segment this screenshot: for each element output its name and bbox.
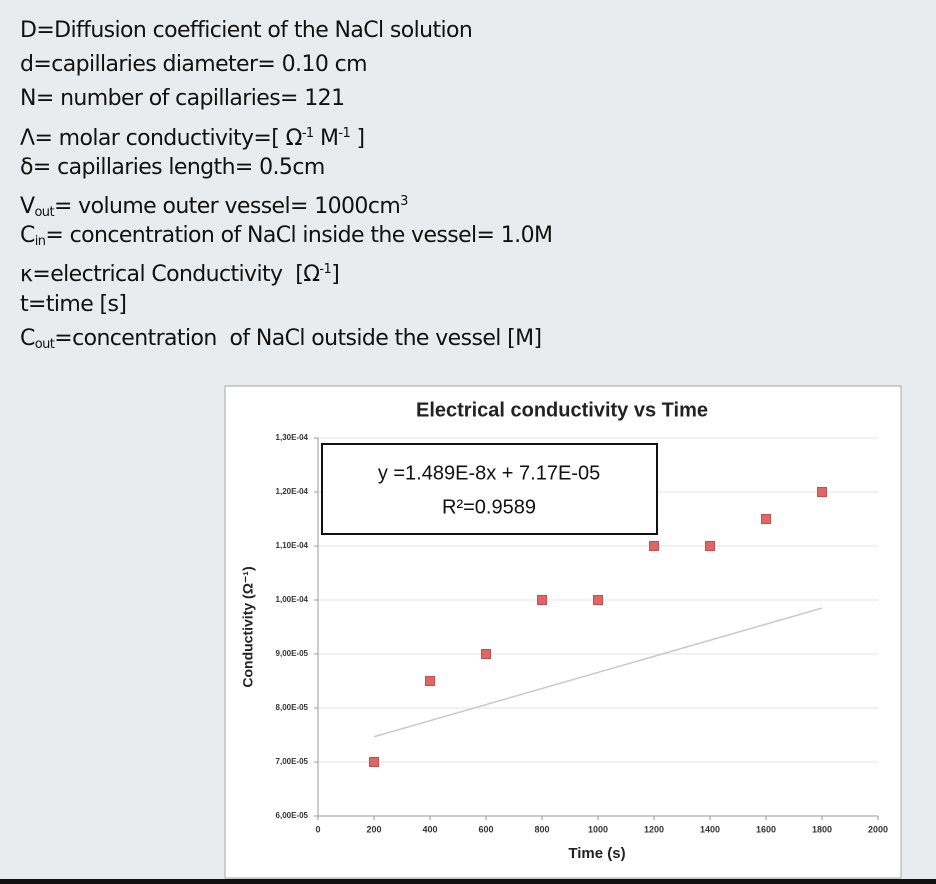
definition-text: κ=electrical Conductivity [Ω (20, 262, 320, 288)
definition-text: C (20, 325, 35, 351)
x-tick-label: 800 (534, 824, 549, 834)
x-axis-label: Time (s) (568, 845, 625, 862)
definition-sub: out (34, 204, 54, 220)
definition-text: C (20, 223, 35, 249)
definition-line: t=time [s] (20, 288, 552, 322)
x-tick-label: 1200 (644, 824, 664, 834)
x-tick-label: 600 (478, 824, 493, 834)
definition-text: d=capillaries diameter= 0.10 cm (20, 52, 368, 78)
point (705, 541, 715, 551)
definition-text: =concentration of NaCl outside the vesse… (54, 325, 542, 351)
point (593, 595, 603, 605)
y-axis-label: Conductivity (Ω⁻¹) (240, 566, 256, 687)
x-tick-label: 1600 (756, 824, 776, 834)
point (537, 595, 547, 605)
definition-line: Λ= molar conductivity=[ Ω-1 M-1 ] (20, 117, 552, 151)
y-tick-label: 6,00E-05 (276, 811, 309, 820)
point (761, 514, 771, 524)
definition-line: δ= capillaries length= 0.5cm (20, 151, 552, 185)
definition-sup: -1 (301, 125, 314, 141)
definition-line: Vout= volume outer vessel= 1000cm3 (20, 185, 552, 220)
definition-text: M (313, 125, 339, 151)
equation: y =1.489E-8x + 7.17E-05 (378, 462, 600, 484)
y-tick-label: 1,20E-04 (276, 487, 309, 496)
y-tick-label: 8,00E-05 (276, 703, 309, 712)
x-tick-label: 1800 (812, 824, 832, 834)
definition-line: Cout=concentration of NaCl outside the v… (20, 322, 552, 356)
definition-text: δ= capillaries length= 0.5cm (20, 154, 325, 180)
definition-sup: -1 (319, 262, 332, 278)
equation-box (321, 443, 658, 535)
definition-text: ] (350, 125, 366, 151)
definition-text: V (20, 193, 35, 219)
trendline (373, 607, 823, 738)
definition-text: = volume outer vessel= 1000cm (53, 193, 401, 219)
x-tick-label: 1400 (700, 824, 720, 834)
y-tick-label: 1,30E-04 (276, 433, 309, 442)
definition-line: κ=electrical Conductivity [Ω-1] (20, 253, 552, 287)
y-tick-label: 1,10E-04 (276, 541, 309, 550)
chart-title: Electrical conductivity vs Time (416, 399, 708, 421)
x-tick-label: 0 (315, 824, 320, 834)
definition-sub: out (34, 336, 55, 352)
definition-text: = concentration of NaCl inside the vesse… (45, 223, 553, 249)
definition-line: d=capillaries diameter= 0.10 cm (20, 48, 552, 82)
definition-text: D=Diffusion coefficient of the NaCl solu… (20, 18, 473, 43)
definition-sub: in (34, 234, 46, 250)
r-squared: R²=0.9589 (442, 496, 536, 518)
definition-line: N= number of capillaries= 121 (20, 82, 552, 116)
point (817, 487, 827, 497)
definition-sup: 3 (400, 193, 408, 209)
point (369, 757, 379, 767)
x-tick-label: 200 (366, 824, 381, 834)
x-tick-label: 400 (422, 824, 437, 834)
point (649, 541, 659, 551)
y-tick-label: 7,00E-05 (276, 757, 309, 766)
definition-line: D=Diffusion coefficient of the NaCl solu… (20, 14, 552, 48)
bottom-bar (0, 879, 936, 884)
definition-sup: -1 (338, 125, 351, 141)
x-tick-label: 2000 (868, 824, 888, 834)
definitions: D=Diffusion coefficient of the NaCl solu… (20, 14, 553, 356)
definition-text: Λ= molar conductivity=[ Ω (20, 125, 302, 151)
point (481, 649, 491, 659)
definition-text: t=time [s] (20, 291, 127, 317)
point (425, 676, 435, 686)
definition-line: Cin= concentration of NaCl inside the ve… (20, 219, 553, 253)
y-tick-label: 9,00E-05 (276, 649, 309, 658)
definition-text: N= number of capillaries= 121 (20, 86, 345, 112)
definition-text: ] (331, 262, 340, 288)
y-tick-label: 1,00E-04 (276, 595, 309, 604)
x-tick-label: 1000 (588, 824, 608, 834)
